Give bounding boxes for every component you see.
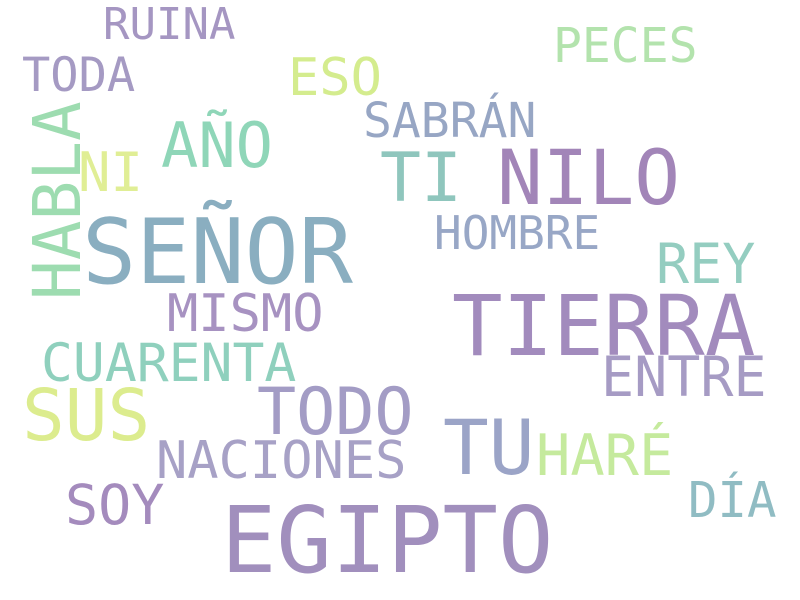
- word-sabran: SABRÁN: [363, 93, 537, 149]
- word-ti: TI: [380, 139, 462, 218]
- word-naciones: NACIONES: [156, 431, 407, 491]
- word-entre: ENTRE: [601, 345, 767, 409]
- word-cuarenta: CUARENTA: [41, 333, 297, 394]
- word-hombre: HOMBRE: [434, 206, 601, 260]
- word-rey: REY: [656, 232, 756, 296]
- word-tierra: TIERRA: [452, 277, 756, 375]
- word-hare: HARÉ: [536, 423, 674, 489]
- word-senor: SEÑOR: [82, 200, 353, 305]
- word-toda: TODA: [22, 48, 136, 103]
- word-soy: SOY: [65, 473, 165, 537]
- word-todo: TODO: [257, 375, 414, 450]
- word-eso: ESO: [288, 48, 382, 108]
- word-nilo: NILO: [497, 133, 681, 222]
- word-sus: SUS: [22, 374, 151, 457]
- word-peces: PECES: [553, 18, 698, 74]
- word-tu: TU: [443, 403, 535, 492]
- word-mismo: MISMO: [167, 284, 324, 344]
- word-ruina: RUINA: [103, 0, 236, 50]
- word-ano: AÑO: [161, 109, 273, 182]
- word-dia: DÍA: [688, 472, 777, 529]
- word-ni: NI: [78, 141, 144, 204]
- word-egipto: EGIPTO: [221, 487, 554, 594]
